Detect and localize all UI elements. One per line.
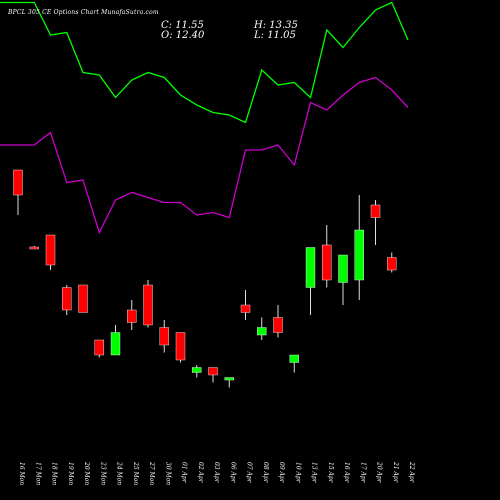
indicator-line-2 (0, 76, 409, 235)
candle-body (192, 367, 202, 373)
candle-body (305, 247, 316, 288)
candle-20 (322, 225, 332, 288)
candle-body (13, 169, 23, 196)
candle-body (257, 327, 267, 336)
candle-7 (110, 325, 121, 356)
x-tick-label: 01 Apr (181, 462, 188, 484)
x-axis: 16 Mon 17 Mon 18 Mon 19 Mon 20 Mon 23 Mon 24 M… (18, 461, 415, 485)
candle-body (289, 354, 299, 363)
x-tick-label: 09 Apr (278, 462, 285, 484)
candle-body (354, 229, 364, 281)
candle-body (338, 254, 348, 283)
candles (13, 169, 397, 388)
candle-11 (175, 332, 186, 363)
candle-21 (338, 254, 348, 305)
x-tick-label: 06 Apr (229, 462, 236, 484)
x-tick-label: 15 Apr (327, 462, 334, 484)
x-tick-label: 20 Mon (83, 461, 90, 485)
chart-title: BPCL 305 CE Options Chart MunafaSutra.co… (8, 9, 159, 16)
x-tick-label: 30 Mon (164, 462, 171, 485)
candle-body (370, 204, 381, 218)
candle-body (78, 284, 88, 313)
candle-18 (289, 354, 299, 373)
candle-body (62, 287, 72, 311)
candle-body (143, 284, 153, 326)
candle-body (110, 332, 121, 356)
low-value: L: 11.05 (254, 30, 296, 41)
candle-3 (45, 234, 56, 270)
candle-body (175, 332, 186, 361)
candle-body (322, 244, 332, 281)
candle-14 (224, 377, 234, 388)
x-tick-label: 17 Mon (34, 462, 41, 485)
x-tick-label: 07 Apr (246, 462, 253, 484)
candle-body (387, 257, 397, 271)
candle-6 (94, 339, 104, 358)
x-tick-label: 22 Apr (408, 461, 415, 484)
candle-8 (127, 300, 137, 330)
candle-24 (387, 252, 397, 273)
candle-17 (273, 305, 283, 338)
candle-4 (62, 285, 72, 315)
candle-16 (257, 317, 267, 340)
candle-19 (305, 247, 316, 315)
candle-body (240, 304, 251, 313)
x-tick-label: 08 Apr (262, 462, 269, 484)
open-value: O: 12.40 (161, 30, 205, 41)
x-tick-label: 25 Mon (132, 461, 139, 485)
x-tick-label: 20 Apr (376, 461, 383, 484)
candle-1 (13, 169, 23, 215)
candle-9 (143, 280, 153, 328)
indicator-lines (0, 1, 409, 235)
x-tick-label: 21 Apr (392, 461, 399, 484)
x-tick-label: 23 Mon (99, 461, 106, 485)
x-tick-label: 24 Mon (116, 461, 123, 485)
close-value: C: 11.55 (161, 20, 204, 31)
candle-23 (370, 200, 381, 245)
x-tick-label: 18 Mon (51, 462, 58, 485)
candle-body (29, 246, 39, 250)
candle-15 (240, 290, 251, 320)
indicator-line-1 (0, 1, 409, 124)
x-tick-label: 27 Mon (148, 461, 155, 485)
candle-22 (354, 195, 364, 300)
high-value: H: 13.35 (254, 20, 298, 31)
x-tick-label: 13 Apr (311, 462, 318, 484)
x-tick-label: 10 Apr (294, 462, 301, 484)
x-tick-label: 03 Apr (213, 462, 220, 484)
candle-body (45, 234, 56, 266)
candle-body (208, 367, 218, 376)
candle-body (273, 317, 283, 333)
candle-10 (159, 320, 169, 353)
candle-body (224, 377, 234, 381)
candle-12 (192, 365, 202, 378)
candle-body (127, 309, 137, 323)
candle-body (159, 327, 169, 346)
candle-2 (29, 246, 39, 250)
x-tick-label: 17 Apr (359, 462, 366, 484)
candle-5 (78, 284, 88, 313)
x-tick-label: 16 Apr (343, 462, 350, 484)
candle-body (94, 339, 104, 356)
x-tick-label: 02 Apr (197, 462, 204, 484)
x-tick-label: 16 Mon (18, 462, 25, 485)
candle-13 (208, 367, 218, 383)
x-tick-label: 19 Mon (67, 462, 74, 485)
